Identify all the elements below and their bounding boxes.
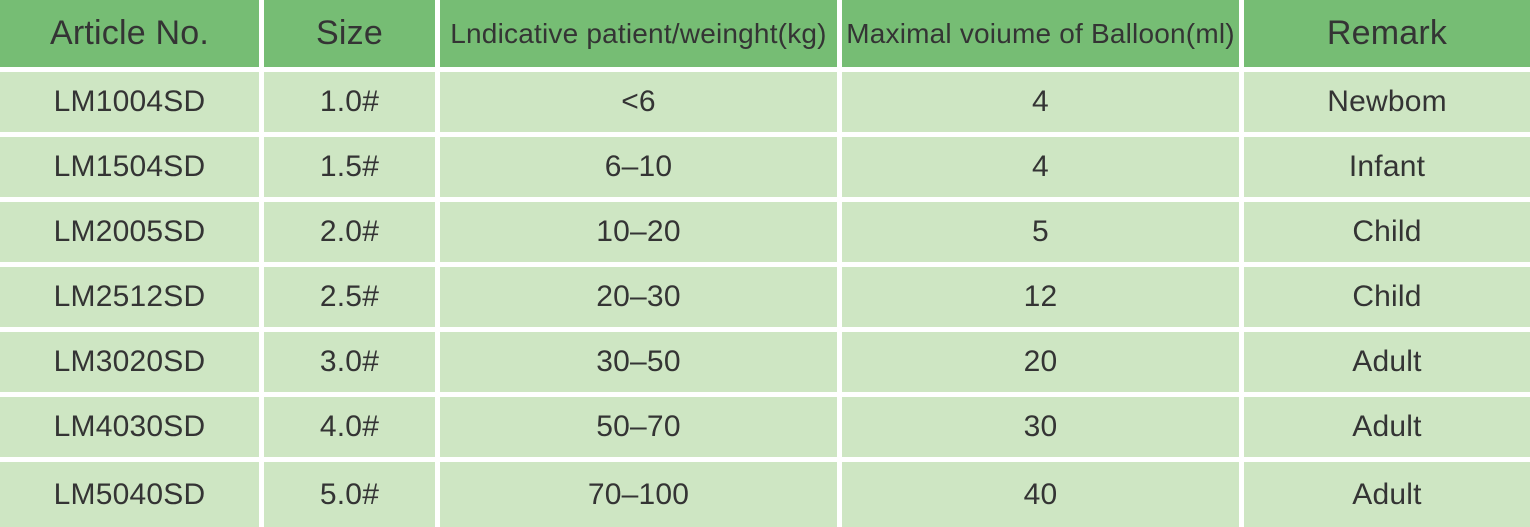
table-row: LM3020SD 3.0# 30–50 20 Adult	[0, 332, 1530, 397]
cell-balloon: 20	[842, 332, 1244, 397]
cell-balloon: 40	[842, 462, 1244, 527]
cell-size: 3.0#	[264, 332, 440, 397]
header-balloon: Maximal voiume of Balloon(ml)	[842, 0, 1244, 72]
cell-remark: Adult	[1244, 397, 1530, 462]
cell-article-no: LM2512SD	[0, 267, 264, 332]
cell-weight: 20–30	[440, 267, 842, 332]
cell-balloon: 30	[842, 397, 1244, 462]
table-row: LM1004SD 1.0# <6 4 Newbom	[0, 72, 1530, 137]
header-weight: Lndicative patient/weinght(kg)	[440, 0, 842, 72]
cell-article-no: LM1504SD	[0, 137, 264, 202]
table-row: LM2512SD 2.5# 20–30 12 Child	[0, 267, 1530, 332]
cell-balloon: 5	[842, 202, 1244, 267]
cell-weight: 10–20	[440, 202, 842, 267]
cell-size: 1.0#	[264, 72, 440, 137]
cell-remark: Adult	[1244, 462, 1530, 527]
cell-remark: Newbom	[1244, 72, 1530, 137]
cell-weight: 70–100	[440, 462, 842, 527]
header-article-no: Article No.	[0, 0, 264, 72]
header-remark: Remark	[1244, 0, 1530, 72]
cell-size: 4.0#	[264, 397, 440, 462]
product-size-table: Article No. Size Lndicative patient/wein…	[0, 0, 1530, 527]
table-header-row: Article No. Size Lndicative patient/wein…	[0, 0, 1530, 72]
cell-size: 2.5#	[264, 267, 440, 332]
cell-weight: 6–10	[440, 137, 842, 202]
cell-article-no: LM3020SD	[0, 332, 264, 397]
cell-balloon: 4	[842, 137, 1244, 202]
cell-weight: 30–50	[440, 332, 842, 397]
cell-remark: Adult	[1244, 332, 1530, 397]
cell-article-no: LM2005SD	[0, 202, 264, 267]
table-row: LM2005SD 2.0# 10–20 5 Child	[0, 202, 1530, 267]
cell-article-no: LM1004SD	[0, 72, 264, 137]
table-row: LM5040SD 5.0# 70–100 40 Adult	[0, 462, 1530, 527]
cell-balloon: 12	[842, 267, 1244, 332]
cell-size: 5.0#	[264, 462, 440, 527]
cell-remark: Infant	[1244, 137, 1530, 202]
cell-article-no: LM4030SD	[0, 397, 264, 462]
cell-remark: Child	[1244, 267, 1530, 332]
table-row: LM1504SD 1.5# 6–10 4 Infant	[0, 137, 1530, 202]
cell-size: 1.5#	[264, 137, 440, 202]
table-row: LM4030SD 4.0# 50–70 30 Adult	[0, 397, 1530, 462]
cell-remark: Child	[1244, 202, 1530, 267]
cell-article-no: LM5040SD	[0, 462, 264, 527]
cell-balloon: 4	[842, 72, 1244, 137]
cell-weight: <6	[440, 72, 842, 137]
cell-weight: 50–70	[440, 397, 842, 462]
header-size: Size	[264, 0, 440, 72]
cell-size: 2.0#	[264, 202, 440, 267]
